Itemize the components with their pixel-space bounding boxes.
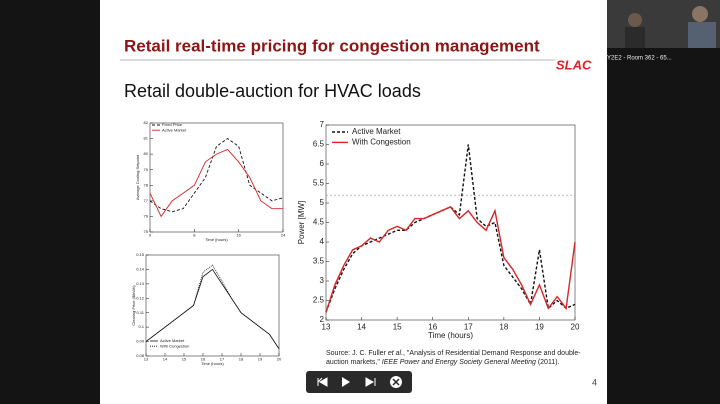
source-part: IEEE Power and Energy Society General Me… bbox=[382, 359, 536, 366]
x-tick-label: 17 bbox=[464, 322, 473, 331]
y-tick-label: 0.14 bbox=[136, 266, 145, 271]
x-tick-label: 16 bbox=[236, 233, 241, 238]
y-tick-label: 0.12 bbox=[136, 295, 145, 300]
y-tick-label: 0.15 bbox=[136, 252, 145, 257]
y-tick-label: 77 bbox=[144, 198, 149, 203]
y-tick-label: 0.11 bbox=[137, 310, 145, 315]
play-button[interactable] bbox=[342, 377, 350, 387]
y-tick-label: 2 bbox=[320, 315, 325, 324]
legend-label: Active Market bbox=[160, 338, 185, 343]
x-tick-label: 14 bbox=[357, 322, 366, 331]
x-tick-label: 19 bbox=[258, 357, 263, 362]
source-part: et al. bbox=[388, 350, 403, 357]
x-axis-label: Time (hours) bbox=[201, 361, 224, 366]
y-tick-label: 0.13 bbox=[136, 281, 145, 286]
player-controls bbox=[306, 371, 412, 393]
y-tick-label: 0.08 bbox=[136, 353, 145, 358]
person bbox=[692, 6, 708, 22]
y-tick-label: 5 bbox=[320, 198, 325, 207]
logo: SLAC bbox=[556, 57, 592, 72]
page-number: 4 bbox=[592, 377, 597, 387]
x-tick-label: 15 bbox=[393, 322, 402, 331]
y-tick-label: 3 bbox=[320, 276, 325, 285]
series-line bbox=[149, 138, 284, 213]
next-button[interactable] bbox=[365, 377, 376, 387]
y-tick-label: 2.5 bbox=[313, 296, 325, 305]
x-tick-label: 0 bbox=[149, 233, 152, 238]
x-tick-label: 19 bbox=[535, 322, 544, 331]
source-part: Source: J. C. Fuller bbox=[326, 350, 388, 357]
plot-frame bbox=[145, 254, 280, 357]
x-tick-label: 20 bbox=[571, 322, 580, 331]
legend-label: Fixed Price bbox=[162, 122, 183, 127]
x-tick-label: 18 bbox=[239, 357, 244, 362]
x-tick-label: 15 bbox=[182, 357, 187, 362]
series-line bbox=[145, 264, 280, 350]
person bbox=[688, 22, 716, 48]
source: auction markets," IEEE Power and Energy … bbox=[326, 359, 560, 366]
x-tick-label: 14 bbox=[163, 357, 168, 362]
x-tick-label: 24 bbox=[281, 233, 286, 238]
y-tick-label: 7 bbox=[320, 120, 325, 129]
source-part: (2011). bbox=[536, 359, 560, 366]
subtitle: Retail double-auction for HVAC loads bbox=[124, 81, 421, 101]
x-tick-label: 16 bbox=[428, 322, 437, 331]
plot-frame bbox=[149, 122, 284, 233]
person bbox=[628, 13, 642, 27]
y-tick-label: 3.5 bbox=[313, 257, 325, 266]
legend-label: Active Market bbox=[162, 127, 187, 132]
prev-button[interactable] bbox=[317, 377, 328, 387]
x-axis-label: Time (hours) bbox=[205, 237, 228, 242]
series-line bbox=[145, 268, 280, 350]
y-tick-label: 6 bbox=[320, 159, 325, 168]
legend-label: With Congestion bbox=[352, 138, 411, 147]
legend-label: With Congestion bbox=[160, 343, 189, 348]
y-tick-label: 5.5 bbox=[313, 179, 325, 188]
y-axis-label: Average Cooling Setpoint bbox=[135, 154, 140, 200]
source: Source: J. C. Fuller et al., "Analysis o… bbox=[326, 350, 581, 357]
y-tick-label: 80 bbox=[144, 151, 149, 156]
slide-title: Retail real-time pricing for congestion … bbox=[124, 36, 540, 55]
x-tick-label: 8 bbox=[193, 233, 196, 238]
y-axis-label: Power [MW] bbox=[297, 201, 306, 245]
y-tick-label: 76 bbox=[144, 213, 149, 218]
x-tick-label: 13 bbox=[322, 322, 331, 331]
y-tick-label: 0.09 bbox=[136, 339, 145, 344]
x-tick-label: 20 bbox=[277, 357, 282, 362]
x-tick-label: 13 bbox=[144, 357, 149, 362]
y-tick-label: 75 bbox=[144, 229, 149, 234]
person bbox=[625, 27, 645, 48]
legend-label: Active Market bbox=[352, 127, 401, 136]
y-tick-label: 81 bbox=[144, 136, 149, 141]
y-tick-label: 4 bbox=[320, 237, 325, 246]
series-line bbox=[325, 144, 576, 313]
participant-label: Y2E2 - Room 362 - 65... bbox=[607, 56, 672, 62]
x-tick-label: 18 bbox=[499, 322, 508, 331]
source-part: , "Analysis of Residential Demand Respon… bbox=[403, 350, 581, 357]
y-axis-label: Clearing Price ($/kWh) bbox=[131, 285, 136, 326]
close-icon bbox=[392, 378, 400, 386]
y-tick-label: 0.1 bbox=[138, 324, 144, 329]
x-tick-label: 16 bbox=[201, 357, 206, 362]
source-part: auction markets," bbox=[326, 359, 382, 366]
slide bbox=[100, 0, 607, 404]
y-tick-label: 6.5 bbox=[313, 140, 325, 149]
series-line bbox=[325, 206, 576, 313]
y-tick-label: 82 bbox=[144, 120, 149, 125]
x-tick-label: 17 bbox=[220, 357, 225, 362]
y-tick-label: 79 bbox=[144, 167, 149, 172]
y-tick-label: 4.5 bbox=[313, 218, 325, 227]
series-line bbox=[149, 148, 283, 218]
x-axis-label: Time (hours) bbox=[428, 331, 473, 340]
y-tick-label: 78 bbox=[144, 182, 149, 187]
